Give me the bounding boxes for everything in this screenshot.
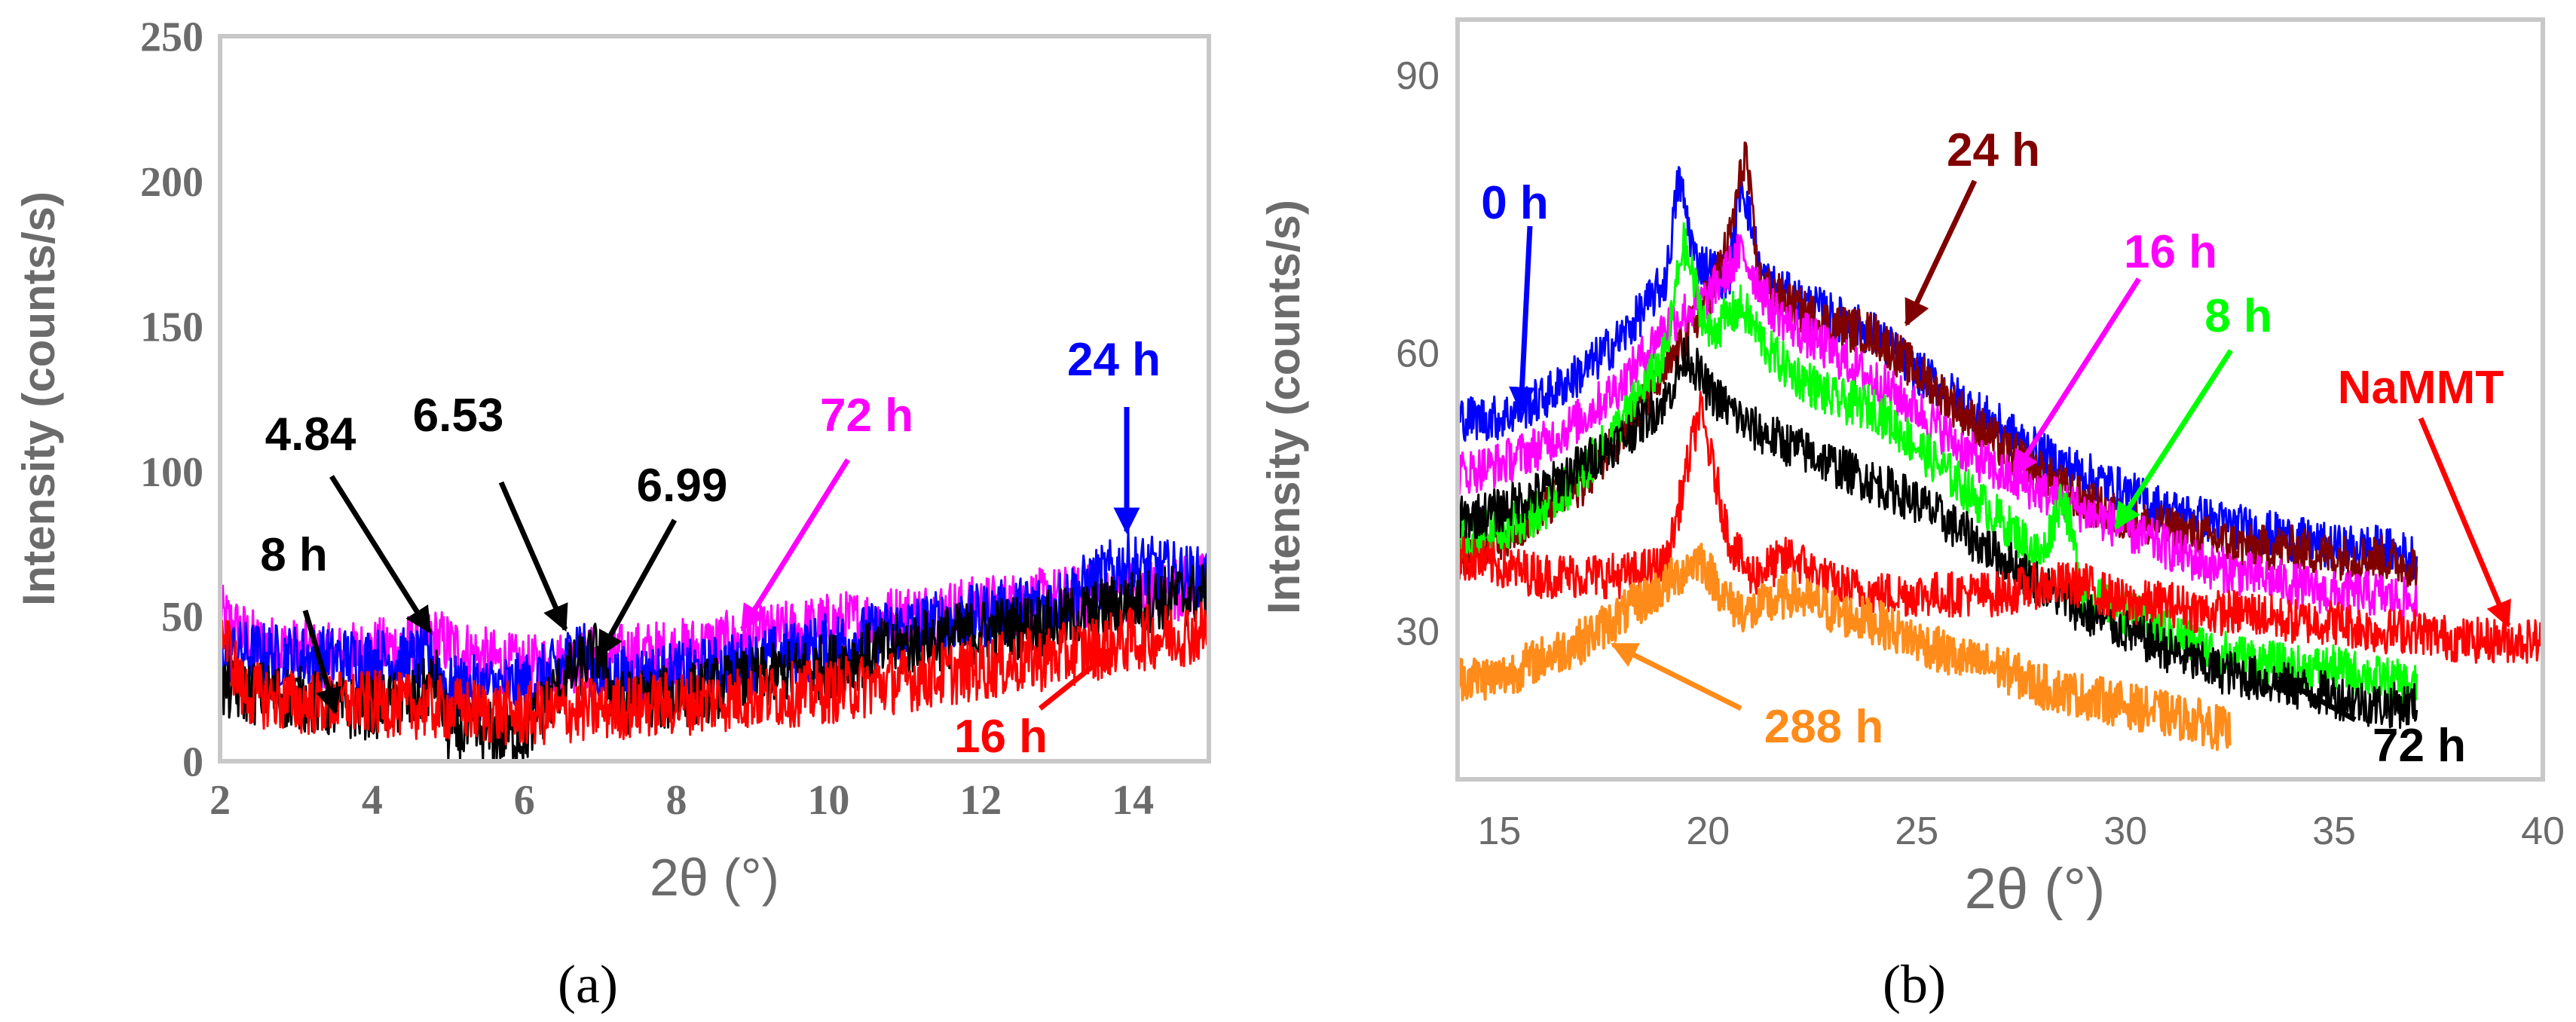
panel-a-frame (218, 34, 1211, 763)
x-tick-label: 2 (210, 777, 231, 824)
x-tick-label: 15 (1477, 809, 1521, 853)
series-line-288-h (1456, 543, 2232, 751)
annotation-label: 0 h (1481, 177, 1549, 229)
annotation-arrow (329, 475, 432, 634)
annotation-arrow (302, 610, 341, 715)
y-tick-label: 150 (140, 304, 203, 350)
panel-a-ylabel: Intensity (counts/s) (14, 191, 64, 606)
panel-a: 2 4 6 8 10 12 14 0 50 100 150 200 250 Intensity (cou… (14, 14, 1211, 1014)
panel-b-ylabel: Intensity (counts/s) (1259, 200, 1309, 614)
y-tick-label: 60 (1396, 332, 1439, 376)
annotation-arrow (2277, 675, 2357, 723)
annotation-arrow (2012, 277, 2141, 477)
annotation-arrow (596, 519, 678, 659)
x-tick-label: 25 (1895, 809, 1938, 853)
x-tick-label: 4 (362, 777, 383, 824)
panel-a-plot-area (219, 531, 1210, 763)
annotation-arrow (1904, 179, 1978, 327)
x-tick-label: 12 (959, 777, 1002, 824)
x-tick-label: 30 (2103, 809, 2147, 853)
annotation-label: 8 h (2204, 290, 2272, 342)
annotation-label: 6.53 (413, 390, 504, 442)
annotation-arrow (2114, 349, 2233, 530)
annotation-label: 8 h (260, 529, 328, 581)
series-line-72-h (1456, 336, 2418, 730)
annotation-label: 288 h (1764, 701, 1884, 753)
y-tick-label: 50 (161, 594, 203, 641)
annotation-label: 24 h (1067, 334, 1161, 386)
panel-b-ticks: 15 20 25 30 35 40 30 60 90 (1396, 54, 2565, 853)
annotation-label: 72 h (820, 390, 913, 442)
y-tick-label: 250 (140, 14, 203, 61)
y-tick-label: 100 (140, 449, 203, 496)
y-tick-label: 0 (182, 739, 203, 786)
x-tick-label: 6 (514, 777, 535, 824)
panel-b-plot-area (1456, 141, 2544, 751)
panel-b-caption: (b) (1883, 954, 1946, 1014)
series-line-nammt (1456, 390, 2544, 664)
panel-a-annotations: 4.84 6.53 6.99 8 h 72 h 24 h 16 h (260, 334, 1161, 763)
annotation-label: 6.99 (637, 460, 728, 512)
annotation-arrow (498, 481, 568, 632)
y-tick-label: 30 (1396, 610, 1439, 654)
annotation-label: 16 h (954, 711, 1048, 763)
series-line-16-h (1456, 234, 2418, 624)
panel-a-ticks: 2 4 6 8 10 12 14 0 50 100 150 200 250 (140, 14, 1154, 824)
annotation-arrow (740, 458, 850, 632)
annotation-label: 16 h (2124, 226, 2217, 278)
y-tick-label: 90 (1396, 54, 1439, 98)
annotation-label: 72 h (2373, 720, 2466, 772)
annotation-label: 4.84 (265, 408, 356, 461)
annotation-arrow (1509, 225, 1536, 414)
x-tick-label: 10 (807, 777, 849, 824)
panel-a-xlabel: 2θ (°) (650, 848, 779, 907)
x-tick-label: 14 (1112, 777, 1154, 824)
annotation-arrow (2418, 417, 2511, 629)
panel-b-annotations: 0 h 24 h 16 h 8 h NaMMT 288 h 72 h (1481, 124, 2511, 772)
annotation-label: NaMMT (2338, 362, 2504, 414)
panel-b-frame (1455, 17, 2545, 782)
annotation-arrow (1038, 646, 1118, 711)
panel-a-caption: (a) (558, 954, 618, 1014)
x-tick-label: 8 (666, 777, 687, 824)
series-line-0-h (1456, 166, 2418, 580)
annotation-label: 24 h (1947, 124, 2040, 176)
series-line-16-h (219, 601, 1210, 745)
x-tick-label: 20 (1686, 809, 1730, 853)
panel-b-xlabel: 2θ (°) (1965, 857, 2106, 921)
annotation-arrow (1610, 641, 1742, 711)
y-tick-label: 200 (140, 159, 203, 206)
x-tick-label: 40 (2521, 809, 2565, 853)
x-tick-label: 35 (2312, 809, 2356, 853)
